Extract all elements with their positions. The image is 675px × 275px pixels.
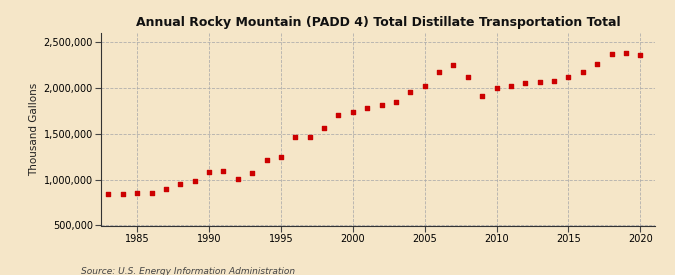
Point [606,52,617,56]
Point [175,182,186,186]
Point [434,70,445,75]
Point [247,171,258,175]
Text: Source: U.S. Energy Information Administration: Source: U.S. Energy Information Administ… [81,267,295,275]
Point [520,81,531,86]
Point [348,110,358,114]
Point [635,53,646,57]
Point [189,178,200,183]
Point [405,89,416,94]
Point [391,100,402,104]
Point [204,170,215,175]
Point [535,80,545,85]
Point [448,63,459,67]
Point [218,168,229,173]
Point [261,158,272,163]
Point [117,192,128,197]
Point [146,191,157,195]
Point [333,113,344,118]
Point [232,177,243,181]
Point [161,187,171,191]
Point [419,84,430,88]
Point [491,86,502,90]
Point [376,103,387,108]
Y-axis label: Thousand Gallons: Thousand Gallons [30,82,39,176]
Point [592,62,603,66]
Point [563,75,574,79]
Point [319,126,329,131]
Point [462,75,473,79]
Point [290,135,301,140]
Point [506,84,516,88]
Point [132,191,142,195]
Point [103,192,114,197]
Point [362,106,373,110]
Point [275,155,286,159]
Point [304,134,315,139]
Title: Annual Rocky Mountain (PADD 4) Total Distillate Transportation Total: Annual Rocky Mountain (PADD 4) Total Dis… [136,16,620,29]
Point [578,70,589,75]
Point [549,78,560,83]
Point [620,51,631,55]
Point [477,94,487,98]
